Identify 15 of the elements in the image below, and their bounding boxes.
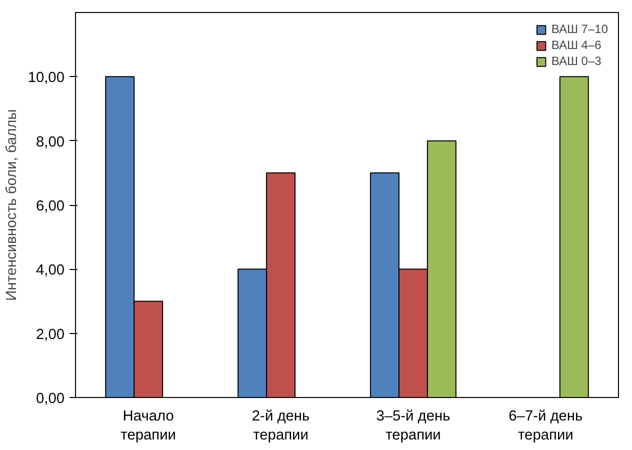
y-tick-label: 6,00: [36, 198, 65, 214]
y-tick-label: 8,00: [36, 134, 65, 150]
x-tick-label: 2-й день терапии: [252, 408, 310, 444]
x-tick-label: Начало терапии: [120, 408, 176, 444]
legend-label: ВАШ 4–6: [551, 38, 602, 52]
y-tick-label: 0,00: [36, 391, 65, 407]
bar: [559, 76, 589, 398]
y-tick-label: 2,00: [36, 326, 65, 343]
x-tick-label: 3–5-й день терапии: [376, 408, 451, 444]
y-tick-label: 4,00: [36, 262, 65, 279]
y-tick-label: 10,00: [28, 70, 65, 86]
x-tick-label: 6–7-й день терапии: [508, 408, 584, 444]
legend-label: ВАШ 7–10: [551, 22, 608, 36]
y-axis-title: Интенсивность боли, баллы: [4, 109, 20, 301]
legend-label: ВАШ 0–3: [551, 54, 602, 68]
